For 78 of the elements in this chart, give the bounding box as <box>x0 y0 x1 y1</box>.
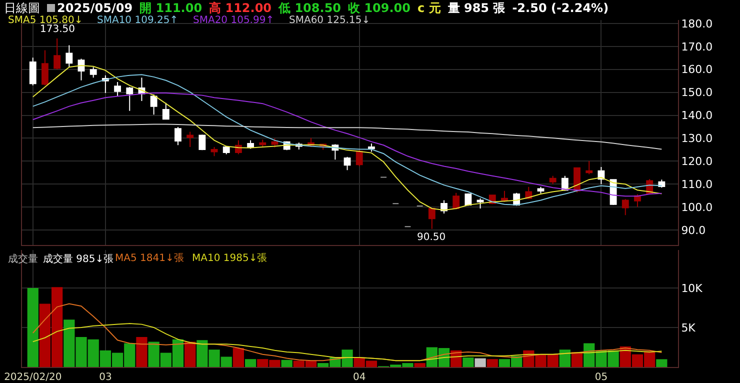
candlestick <box>90 66 97 78</box>
annotation: 173.50 <box>40 24 75 35</box>
y-tick-label: 170.0 <box>681 40 713 54</box>
candlestick <box>586 160 593 175</box>
y-tick-label: 5K <box>681 321 696 334</box>
candlestick <box>622 198 629 216</box>
y-tick-label: 100.0 <box>681 200 713 214</box>
bar <box>27 288 38 367</box>
y-tick-label: 180.0 <box>681 17 713 30</box>
chart-title: 日線圖 <box>4 1 40 15</box>
bar <box>136 336 148 367</box>
candlestick <box>42 50 48 86</box>
chart-title: 成交量 <box>8 253 38 265</box>
candlestick <box>356 150 363 167</box>
annotation: 90.50 <box>417 232 446 243</box>
bar <box>571 352 583 367</box>
chart-subtitle: 2025/05/09 <box>57 1 133 15</box>
candlestick <box>428 208 436 230</box>
text: MA10 1985↓張 <box>192 253 268 264</box>
candlestick <box>210 146 218 157</box>
candlestick <box>78 58 85 81</box>
text: SMA5 105.80↓ <box>8 15 83 26</box>
y-tick-label: 130.0 <box>681 132 713 146</box>
bar <box>281 360 292 367</box>
candlestick <box>150 94 158 116</box>
text: SMA60 125.15↓ <box>289 15 370 26</box>
bar <box>486 359 498 367</box>
candlestick <box>476 198 484 209</box>
candlestick <box>368 143 375 152</box>
text: 低 108.50 <box>278 1 342 15</box>
text: 成交量 985↓張 <box>43 253 114 265</box>
candlestick <box>464 192 472 206</box>
bar <box>244 359 256 367</box>
candlestick <box>162 102 170 120</box>
y-tick-label: 120.0 <box>681 155 713 168</box>
y-tick-label: 90.0 <box>681 224 706 237</box>
text: -2.50 (-2.24%) <box>512 1 609 15</box>
y-tick-label: 140.0 <box>681 109 713 122</box>
candlestick <box>186 131 194 148</box>
candlestick <box>549 175 556 185</box>
bar <box>474 358 486 367</box>
candlestick <box>198 134 206 151</box>
bar <box>559 350 570 367</box>
candlestick <box>66 44 73 68</box>
bar <box>414 363 426 367</box>
text: 收 109.00 <box>348 1 410 15</box>
bar <box>656 359 668 367</box>
x-tick-label: 04 <box>353 372 366 383</box>
x-tick-label: 05 <box>594 372 608 383</box>
bar <box>232 348 244 367</box>
y-tick-label: 160.0 <box>681 63 713 76</box>
line-series <box>32 92 662 197</box>
candlestick <box>344 156 351 171</box>
candlestick <box>452 192 460 210</box>
candlestick <box>29 57 36 86</box>
text: 高 112.00 <box>209 1 272 15</box>
x-tick-label: 2025/02/20 <box>4 372 62 383</box>
x-tick-label: 03 <box>99 372 112 383</box>
line-series <box>32 323 662 362</box>
candlestick <box>126 86 134 112</box>
candlestick <box>114 81 121 97</box>
text: 量 985 張 <box>448 1 506 15</box>
candlestick <box>259 139 266 148</box>
line-series <box>32 124 662 150</box>
text: c 元 <box>418 1 441 15</box>
candlestick <box>222 146 230 155</box>
y-tick-label: 10K <box>681 282 704 295</box>
candlestick <box>501 190 508 202</box>
text: SMA10 109.25↑ <box>97 15 178 26</box>
text: MA5 1841↓張 <box>115 253 184 264</box>
bar <box>184 342 196 367</box>
y-tick-label: 110.0 <box>681 178 713 192</box>
text: 開 111.00 <box>140 1 202 15</box>
candlestick <box>54 38 61 70</box>
bar <box>462 358 474 367</box>
text: SMA20 105.99↑ <box>193 15 274 26</box>
candlestick <box>174 126 182 146</box>
y-tick-label: 150.0 <box>681 86 713 100</box>
